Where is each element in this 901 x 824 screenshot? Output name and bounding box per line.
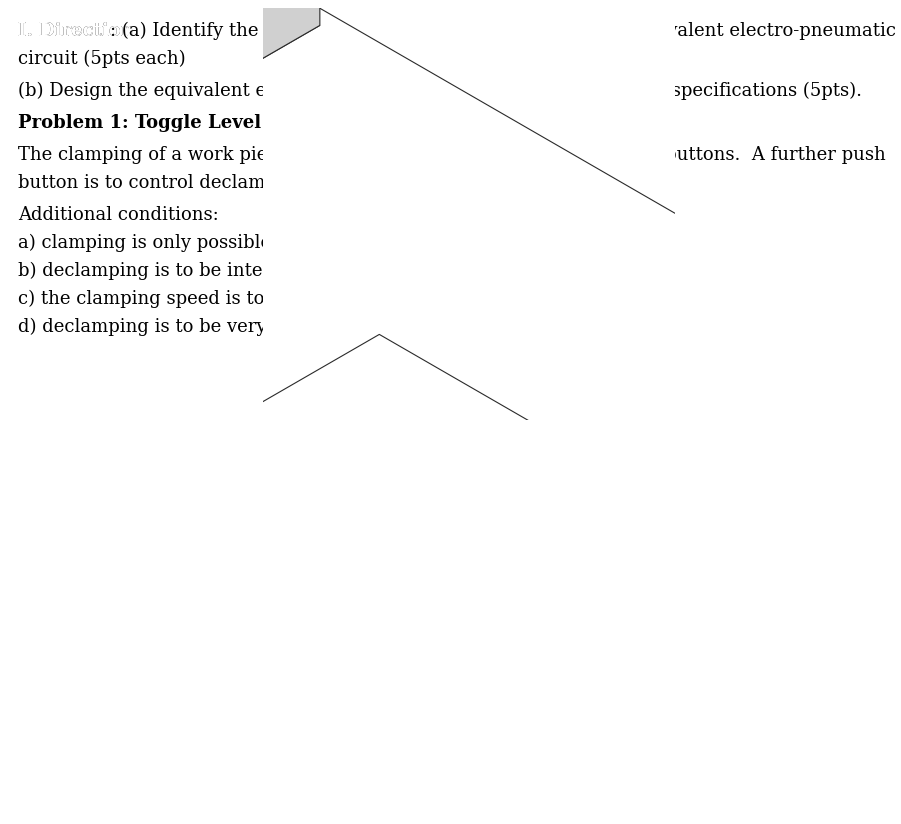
Text: The clamping of a work piece is to be controlled by either of two push buttons. : The clamping of a work piece is to be co… — [18, 146, 886, 164]
Text: d) declamping is to be very fast: d) declamping is to be very fast — [18, 318, 306, 336]
Text: I. Direction: I. Direction — [18, 22, 134, 40]
Text: button is to control declamping.: button is to control declamping. — [18, 174, 312, 192]
Text: c) the clamping speed is to be slow and adjustable: c) the clamping speed is to be slow and … — [18, 290, 479, 308]
Text: (b) Design the equivalent electro-pneumatic circuit based on the given specifica: (b) Design the equivalent electro-pneuma… — [18, 82, 862, 101]
Text: Additional conditions:: Additional conditions: — [18, 206, 219, 224]
Text: circuit (5pts each): circuit (5pts each) — [18, 50, 186, 68]
Text: b) declamping is to be interlocked during drilling: b) declamping is to be interlocked durin… — [18, 262, 470, 280]
Text: : (a) Identify the devices used in the development of the equivalent electro-pne: : (a) Identify the devices used in the d… — [110, 22, 896, 40]
Text: a) clamping is only possible when a work piece is present: a) clamping is only possible when a work… — [18, 234, 545, 252]
Text: Problem 1: Toggle Level Clamp: Problem 1: Toggle Level Clamp — [18, 114, 332, 132]
Text: I. Direction: (a) Identify the devices used in the development of the equivalent: I. Direction: (a) Identify the devices u… — [18, 22, 901, 40]
